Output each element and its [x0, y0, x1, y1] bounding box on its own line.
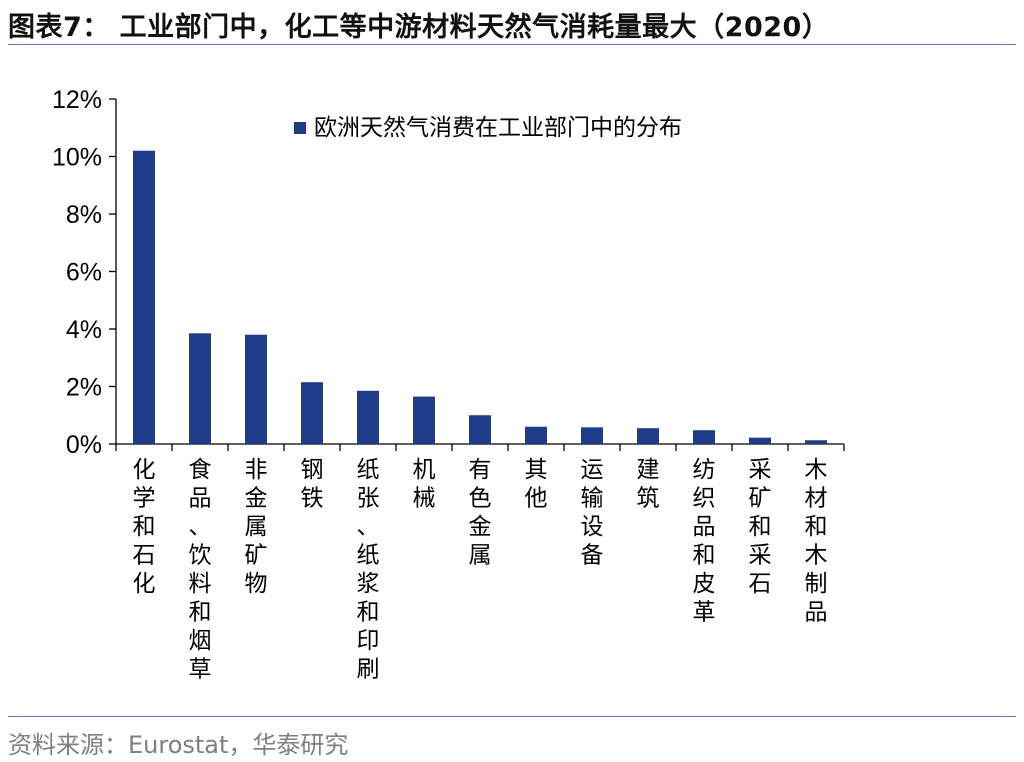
bar — [637, 428, 659, 444]
bar — [525, 426, 547, 444]
y-tick-label: 6% — [66, 259, 102, 287]
legend-label: 欧洲天然气消费在工业部门中的分布 — [314, 115, 682, 141]
figure-title: 图表7： 工业部门中，化工等中游材料天然气消耗量最大（2020） — [8, 12, 830, 43]
bar — [805, 440, 827, 444]
x-tick-label: 采矿和采石 — [749, 457, 772, 597]
x-tick-label: 非金属矿物 — [245, 457, 268, 597]
x-tick-label: 建筑 — [637, 457, 660, 512]
x-tick-label: 其他 — [525, 457, 548, 512]
x-tick-label: 化学和石化 — [133, 457, 156, 597]
source-note: 资料来源：Eurostat，华泰研究 — [8, 731, 349, 759]
bar — [581, 427, 603, 444]
y-tick-label: 2% — [66, 374, 102, 402]
x-tick-label: 食品、饮料和烟草 — [189, 457, 212, 683]
x-tick-label: 有色金属 — [469, 457, 492, 569]
y-tick-label: 10% — [52, 144, 102, 172]
x-tick-label: 纺织品和皮革 — [693, 457, 716, 626]
legend-swatch — [294, 122, 306, 134]
figure-header: 图表7： 工业部门中，化工等中游材料天然气消耗量最大（2020） — [0, 0, 1024, 46]
bar — [693, 430, 715, 444]
bar — [469, 415, 491, 444]
header-divider — [8, 44, 1016, 45]
bar-chart: 0% 2% 4% 6% 8% 10% 12% 化学和石化 食品、饮料和烟草 非金属矿物 钢铁 纸张、纸… — [52, 86, 845, 683]
footer-divider — [8, 716, 1016, 717]
bar — [413, 396, 435, 444]
bar — [245, 334, 267, 444]
x-tick-label: 钢铁 — [301, 457, 324, 512]
x-tick-label: 木材和木制品 — [805, 457, 828, 626]
y-tick-label: 12% — [52, 86, 102, 114]
y-tick-label: 4% — [66, 316, 102, 344]
bar — [357, 390, 379, 444]
y-tick-label: 0% — [66, 431, 102, 459]
x-tick-label: 纸张、纸浆和印刷 — [357, 457, 380, 683]
x-tick-label: 机械 — [413, 457, 436, 512]
bar — [189, 333, 211, 444]
bar — [133, 150, 155, 444]
bar — [749, 437, 771, 444]
bar — [301, 382, 323, 444]
y-tick-label: 8% — [66, 201, 102, 229]
x-tick-label: 运输设备 — [581, 457, 604, 569]
